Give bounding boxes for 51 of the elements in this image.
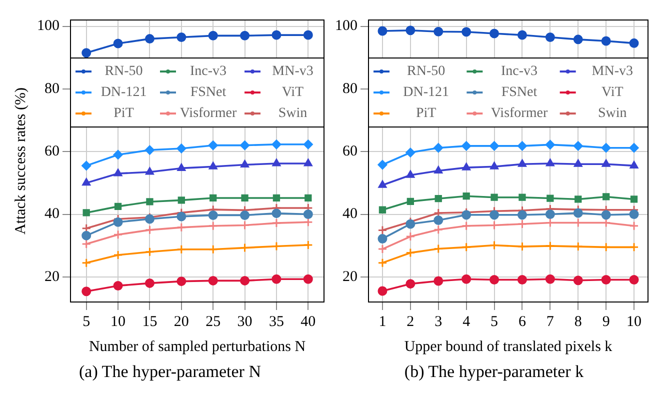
x-tick-label: 10 xyxy=(110,314,126,330)
legend-label: MN-v3 xyxy=(272,64,314,80)
text: (a) The hyper-parameter N xyxy=(78,362,262,382)
y-tick-label: 60 xyxy=(342,144,358,160)
x-tick-label: 5 xyxy=(490,314,498,330)
legend-label: PiT xyxy=(114,106,134,122)
x-tick-label: 8 xyxy=(574,314,582,330)
x-tick-label: 30 xyxy=(237,314,252,330)
x-tick-label: 7 xyxy=(546,314,554,330)
x-tick-label: 5 xyxy=(82,314,90,330)
y-tick-label: 40 xyxy=(342,206,358,222)
y-tick-label: 20 xyxy=(44,268,60,285)
legend-label: Inc-v3 xyxy=(190,64,227,80)
y-tick-label: 100 xyxy=(335,18,358,34)
text: (b) The hyper-parameter k xyxy=(403,362,585,382)
legend-label: Swin xyxy=(278,106,308,122)
x-tick-label: 40 xyxy=(300,314,316,330)
legend-label: Inc-v3 xyxy=(500,64,538,80)
y-tick-label: 60 xyxy=(44,144,60,160)
legend-label: ViT xyxy=(602,85,624,100)
y-axis-title: Attack success rates (%) xyxy=(12,87,29,235)
legend-label: FSNet xyxy=(501,85,538,100)
x-tick-label: 15 xyxy=(142,314,158,330)
legend-label: RN-50 xyxy=(104,64,143,80)
x-tick-label: 20 xyxy=(174,314,189,330)
x-tick-label: 2 xyxy=(406,314,414,330)
x-tick-label: 3 xyxy=(434,314,442,330)
legend-label: RN-50 xyxy=(407,64,446,80)
x-axis-title: Number of sampled perturbations N xyxy=(88,338,306,355)
x-axis-title: Upper bound of translated pixels k xyxy=(404,338,613,355)
legend-label: FSNet xyxy=(190,85,226,100)
legend-label: Swin xyxy=(598,106,627,122)
legend-label: ViT xyxy=(282,85,304,100)
x-tick-label: 1 xyxy=(378,314,386,330)
x-tick-label: 9 xyxy=(602,314,610,330)
y-tick-label: 80 xyxy=(342,80,358,97)
x-tick-label: 10 xyxy=(626,314,642,330)
legend-label: MN-v3 xyxy=(592,64,634,80)
x-tick-label: 25 xyxy=(206,314,221,330)
legend-label: DN-121 xyxy=(403,85,450,100)
legend-label: PiT xyxy=(416,106,437,122)
legend-label: DN-121 xyxy=(100,85,147,100)
legend-label: Visformer xyxy=(180,106,237,122)
y-tick-label: 100 xyxy=(37,18,60,34)
y-tick-label: 20 xyxy=(342,268,358,285)
x-tick-label: 4 xyxy=(462,314,471,330)
x-tick-label: 35 xyxy=(268,314,284,330)
y-tick-label: 40 xyxy=(44,206,60,222)
y-tick-label: 80 xyxy=(44,80,60,97)
legend-label: Visformer xyxy=(490,106,548,122)
x-tick-label: 6 xyxy=(518,314,526,330)
